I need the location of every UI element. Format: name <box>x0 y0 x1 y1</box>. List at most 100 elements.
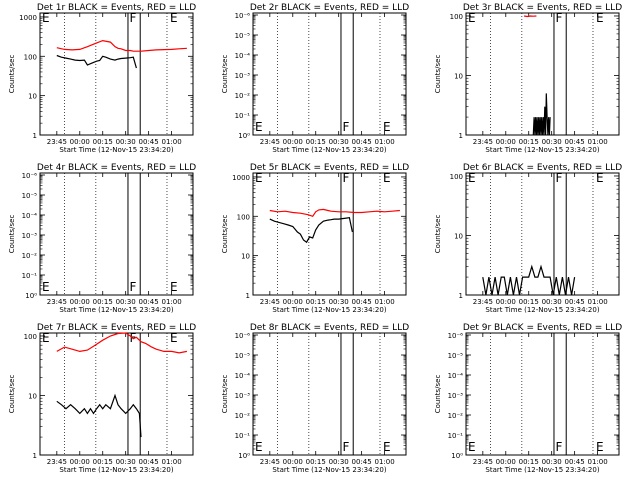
y-axis-label: Counts/sec <box>8 55 16 94</box>
marker-f: F <box>556 171 563 185</box>
panel-det-1: Det 1r BLACK = Events, RED = LLD 1 10 100 10… <box>8 3 196 154</box>
x-tick-label: 00:15 <box>519 458 539 466</box>
x-tick-label: 01:00 <box>587 458 607 466</box>
panel-det-3: Det 3r BLACK = Events, RED = LLD 1 10 100 23… <box>434 3 622 154</box>
panel-title: Det 1r BLACK = Events, RED = LLD <box>37 3 196 13</box>
marker-f: F <box>556 11 563 25</box>
y-tick-label: 10⁻² <box>235 412 251 420</box>
y-tick-label: 10⁻⁶ <box>22 172 38 180</box>
marker-e-end: E <box>383 120 391 134</box>
series-line-events <box>56 54 137 69</box>
panel-det-8: Det 8r BLACK = Events, RED = LLD 10⁰ 10⁻¹ 1… <box>221 323 409 474</box>
y-tick-label: 10⁻⁴ <box>235 52 251 60</box>
x-axis-label: Start Time (12-Nov-15 23:34:20) <box>272 146 386 154</box>
plot-frame <box>252 12 407 136</box>
marker-e-start: E <box>255 440 263 454</box>
y-tick-label: 10 <box>454 72 463 80</box>
x-axis-label: Start Time (12-Nov-15 23:34:20) <box>272 466 386 474</box>
y-tick-label: 10⁰ <box>238 132 250 140</box>
marker-e-end: E <box>596 11 604 25</box>
marker-f: F <box>556 440 563 454</box>
y-tick-label: 10 <box>454 232 463 240</box>
marker-e-end: E <box>170 331 178 345</box>
x-tick-label: 00:30 <box>329 298 349 306</box>
y-axis-label: Counts/sec <box>434 215 442 254</box>
y-tick-label: 10⁻⁴ <box>448 372 464 380</box>
panel-det-7: Det 7r BLACK = Events, RED = LLD 1 10 100 23… <box>8 323 196 474</box>
y-tick-label: 10 <box>241 253 250 261</box>
panel-det-6: Det 6r BLACK = Events, RED = LLD 1 10 100 23… <box>434 163 622 314</box>
x-tick-label: 00:30 <box>542 138 562 146</box>
x-tick-label: 00:30 <box>329 458 349 466</box>
x-tick-label: 00:00 <box>283 298 303 306</box>
y-axis-label: Counts/sec <box>221 55 229 94</box>
y-axis-label: Counts/sec <box>221 215 229 254</box>
y-tick-label: 10⁻⁵ <box>22 192 38 200</box>
y-tick-label: 1 <box>459 292 463 300</box>
x-axis-label: Start Time (12-Nov-15 23:34:20) <box>59 306 173 314</box>
x-tick-label: 23:45 <box>260 298 280 306</box>
y-tick-label: 10⁻³ <box>235 72 251 80</box>
x-tick-label: 23:45 <box>473 458 493 466</box>
x-tick-label: 00:45 <box>352 138 372 146</box>
y-tick-label: 10⁻⁶ <box>448 332 464 340</box>
series-line-lld <box>56 332 188 354</box>
x-tick-label: 00:30 <box>116 458 136 466</box>
x-tick-label: 00:30 <box>542 298 562 306</box>
x-tick-label: 00:45 <box>565 138 585 146</box>
plot-frame <box>252 172 407 296</box>
y-tick-label: 1000 <box>19 14 37 22</box>
x-tick-label: 00:00 <box>70 458 90 466</box>
panel-title: Det 7r BLACK = Events, RED = LLD <box>37 323 196 333</box>
x-tick-label: 00:45 <box>565 298 585 306</box>
x-tick-label: 00:45 <box>139 458 159 466</box>
panel-title: Det 2r BLACK = Events, RED = LLD <box>250 3 409 13</box>
series-line-events <box>482 264 576 296</box>
y-tick-label: 10⁰ <box>25 292 37 300</box>
marker-f: F <box>130 11 137 25</box>
plot-frame <box>465 12 620 136</box>
y-tick-label: 100 <box>237 213 250 221</box>
panel-title: Det 6r BLACK = Events, RED = LLD <box>463 163 622 173</box>
y-tick-label: 10⁻⁴ <box>22 212 38 220</box>
x-tick-label: 23:45 <box>260 458 280 466</box>
y-tick-label: 10⁻⁴ <box>235 372 251 380</box>
x-tick-label: 23:45 <box>473 298 493 306</box>
x-tick-label: 23:45 <box>47 138 67 146</box>
x-tick-label: 00:30 <box>116 138 136 146</box>
y-tick-label: 10⁻⁵ <box>235 32 251 40</box>
series-line-lld <box>56 39 187 52</box>
y-axis-label: Counts/sec <box>434 375 442 414</box>
y-axis-label: Counts/sec <box>434 55 442 94</box>
x-tick-label: 23:45 <box>260 138 280 146</box>
marker-e-start: E <box>255 171 263 185</box>
marker-e-start: E <box>255 120 263 134</box>
y-tick-label: 1 <box>246 292 250 300</box>
plot-frame <box>465 332 620 456</box>
x-tick-label: 00:15 <box>306 138 326 146</box>
x-axis-label: Start Time (12-Nov-15 23:34:20) <box>485 146 599 154</box>
x-tick-label: 00:00 <box>70 138 90 146</box>
y-tick-label: 10⁻⁶ <box>235 12 251 20</box>
marker-e-end: E <box>170 11 178 25</box>
x-tick-label: 23:45 <box>47 298 67 306</box>
marker-e-end: E <box>383 440 391 454</box>
x-tick-label: 00:30 <box>116 298 136 306</box>
marker-e-start: E <box>468 171 476 185</box>
x-tick-label: 01:00 <box>374 298 394 306</box>
x-tick-label: 00:30 <box>329 138 349 146</box>
panel-title: Det 4r BLACK = Events, RED = LLD <box>37 163 196 173</box>
x-tick-label: 00:00 <box>496 298 516 306</box>
marker-f: F <box>130 280 137 294</box>
panel-title: Det 9r BLACK = Events, RED = LLD <box>463 323 622 333</box>
x-tick-label: 01:00 <box>161 298 181 306</box>
y-tick-label: 100 <box>24 333 37 341</box>
marker-f: F <box>343 171 350 185</box>
x-tick-label: 00:15 <box>93 458 113 466</box>
plot-frame <box>39 172 194 296</box>
y-tick-label: 10 <box>28 392 37 400</box>
y-tick-label: 10⁻³ <box>448 392 464 400</box>
marker-e-start: E <box>42 280 50 294</box>
x-tick-label: 01:00 <box>587 298 607 306</box>
